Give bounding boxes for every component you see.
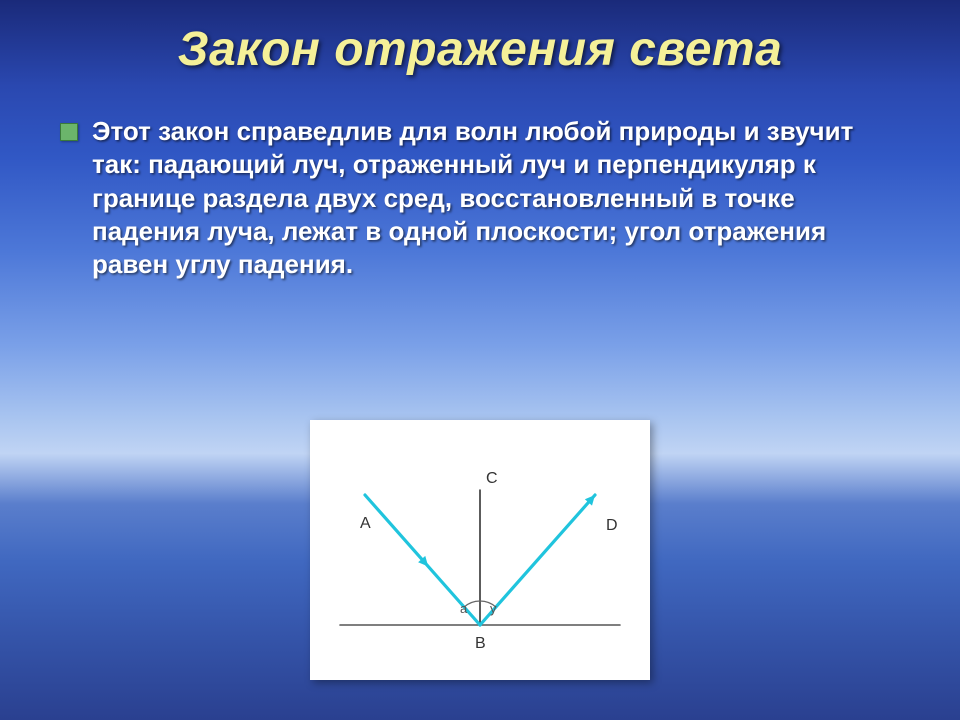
svg-text:C: C <box>486 470 498 487</box>
body-area: Этот закон справедлив для волн любой при… <box>60 115 900 281</box>
body-text: Этот закон справедлив для волн любой при… <box>92 115 900 281</box>
bullet-row: Этот закон справедлив для волн любой при… <box>60 115 900 281</box>
svg-text:A: A <box>360 515 371 532</box>
svg-text:D: D <box>606 517 618 534</box>
diagram-svg: A C D Ba y <box>310 420 650 680</box>
slide: Закон отражения света Этот закон справед… <box>0 0 960 720</box>
svg-text:a: a <box>460 601 468 616</box>
svg-text:y: y <box>490 601 497 616</box>
slide-title: Закон отражения света <box>0 22 960 77</box>
svg-text:B: B <box>475 635 486 652</box>
reflection-diagram: A C D Ba y <box>310 420 650 680</box>
bullet-icon <box>60 123 78 141</box>
